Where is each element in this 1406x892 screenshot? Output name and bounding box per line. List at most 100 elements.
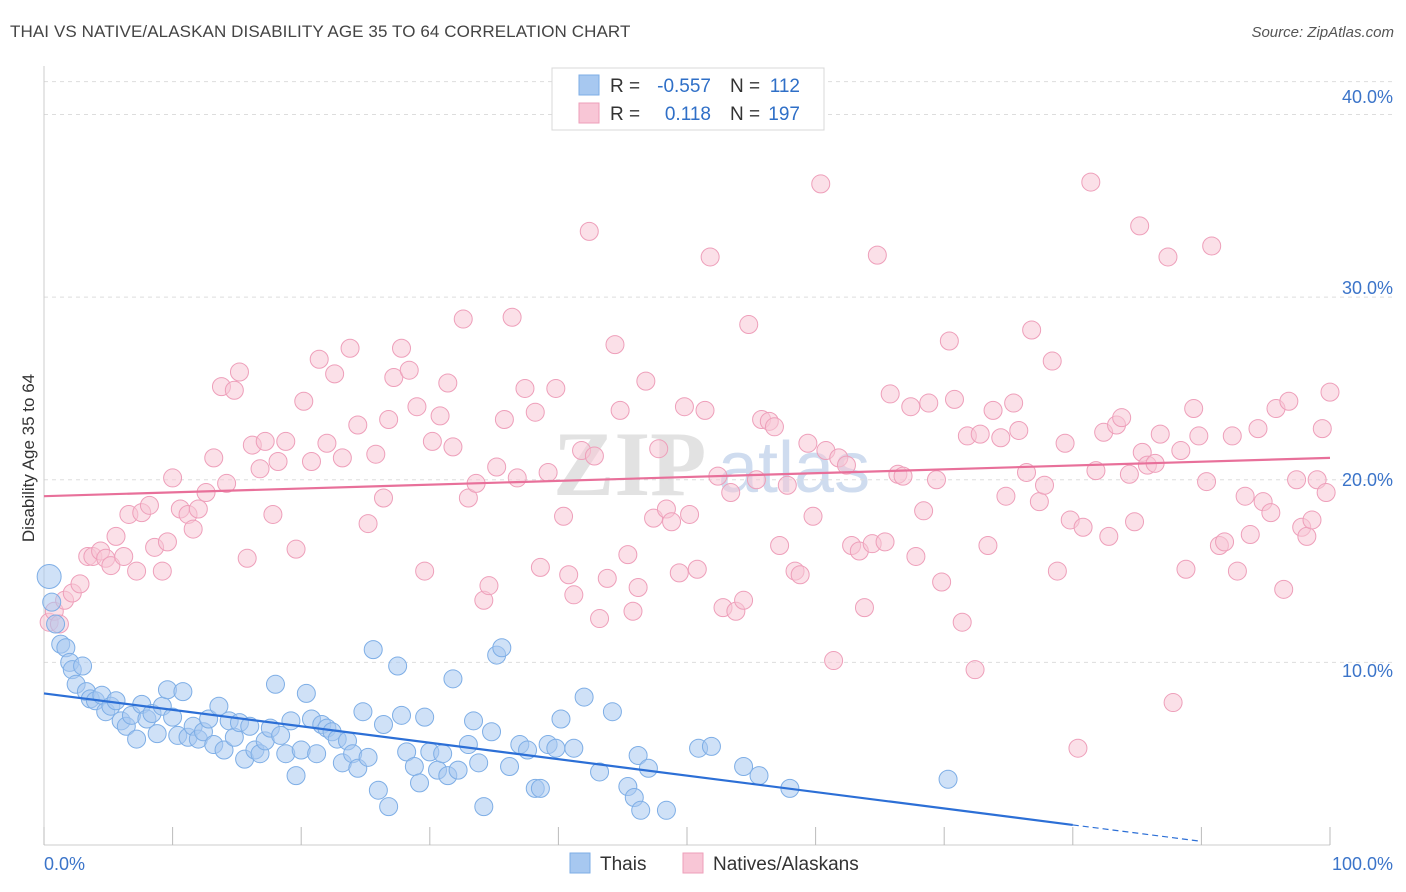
data-point: [379, 409, 399, 429]
bottom-legend-swatch-natives: [682, 852, 704, 874]
data-point: [374, 488, 394, 508]
data-point: [564, 738, 584, 758]
data-point: [628, 746, 648, 766]
data-point: [739, 315, 759, 335]
data-point: [307, 744, 327, 764]
data-point: [163, 707, 183, 727]
data-point: [458, 488, 478, 508]
data-point: [237, 548, 257, 568]
data-point: [407, 397, 427, 417]
data-point: [152, 561, 172, 581]
data-point: [301, 452, 321, 471]
data-point: [590, 609, 610, 629]
data-point: [358, 514, 378, 534]
data-point: [590, 762, 610, 782]
data-point: [770, 536, 790, 556]
data-point: [1073, 517, 1093, 537]
data-point: [1176, 559, 1196, 579]
data-point: [36, 564, 62, 590]
data-point: [628, 578, 648, 598]
data-point: [240, 716, 260, 736]
data-point: [530, 778, 550, 798]
data-point: [631, 800, 651, 820]
data-point: [559, 565, 579, 585]
trend-line-natives: [43, 456, 1331, 498]
data-point: [415, 561, 435, 581]
data-point: [286, 766, 306, 786]
trend-lines: [43, 456, 1331, 842]
data-point: [1055, 433, 1075, 453]
data-point: [348, 415, 368, 435]
data-point: [469, 753, 489, 773]
data-point: [695, 400, 715, 420]
data-point: [1029, 492, 1049, 512]
chart-title: THAI VS NATIVE/ALASKAN DISABILITY AGE 35…: [10, 22, 631, 41]
data-point: [803, 506, 823, 526]
data-point: [458, 735, 478, 755]
data-point: [204, 448, 224, 468]
data-point: [1274, 579, 1294, 599]
data-point: [1279, 391, 1299, 411]
data-point: [1099, 526, 1119, 546]
data-point: [1235, 486, 1255, 506]
data-point: [1158, 247, 1178, 267]
data-point: [1112, 408, 1132, 428]
data-point: [309, 349, 329, 369]
data-point: [669, 563, 689, 583]
data-point: [250, 459, 270, 479]
data-point: [991, 428, 1011, 448]
trend-line-thais-extension: [1072, 824, 1202, 842]
data-point: [422, 431, 442, 451]
data-point: [1150, 424, 1170, 444]
data-point: [764, 417, 784, 437]
data-point: [217, 473, 237, 493]
legend-r-label-1: R =: [610, 76, 640, 97]
data-point: [433, 744, 453, 764]
data-point: [662, 512, 682, 532]
data-point: [1215, 532, 1235, 552]
data-point: [263, 504, 283, 524]
data-point: [163, 468, 183, 488]
data-point: [836, 455, 856, 475]
bottom-legend-label-thais: Thais: [600, 854, 646, 875]
data-point: [880, 384, 900, 404]
data-point: [392, 705, 412, 725]
data-point: [530, 557, 550, 577]
data-point: [618, 545, 638, 565]
data-point: [317, 433, 337, 453]
data-point: [546, 738, 566, 758]
bottom-legend-label-natives: Natives/Alaskans: [713, 854, 859, 875]
data-point: [1248, 419, 1268, 439]
data-point: [610, 400, 630, 420]
data-point: [939, 331, 959, 351]
data-point: [392, 338, 412, 358]
data-point: [1312, 419, 1332, 439]
data-point: [824, 651, 844, 671]
data-point: [1009, 420, 1029, 440]
data-point: [500, 756, 520, 776]
data-point: [701, 736, 721, 756]
data-point: [271, 725, 291, 745]
thai-series: [36, 564, 958, 820]
data-point: [1163, 693, 1183, 713]
data-point: [494, 409, 514, 429]
data-point: [388, 656, 408, 676]
data-point: [1302, 510, 1322, 530]
legend-swatch-thais: [578, 74, 600, 96]
correlation-legend: R = -0.557 N = 112 R = 0.118 N = 197: [551, 67, 825, 131]
data-point: [101, 556, 121, 576]
data-point: [479, 576, 499, 596]
data-point: [474, 797, 494, 817]
data-point: [157, 532, 177, 552]
data-point: [854, 598, 874, 618]
data-point: [605, 335, 625, 355]
data-point: [1240, 525, 1260, 545]
data-point: [410, 773, 430, 793]
data-point: [415, 707, 435, 727]
data-point: [525, 402, 545, 422]
data-point: [453, 309, 473, 329]
data-point: [255, 431, 275, 451]
data-point: [42, 592, 62, 612]
data-point: [638, 758, 658, 778]
data-point: [644, 508, 664, 528]
